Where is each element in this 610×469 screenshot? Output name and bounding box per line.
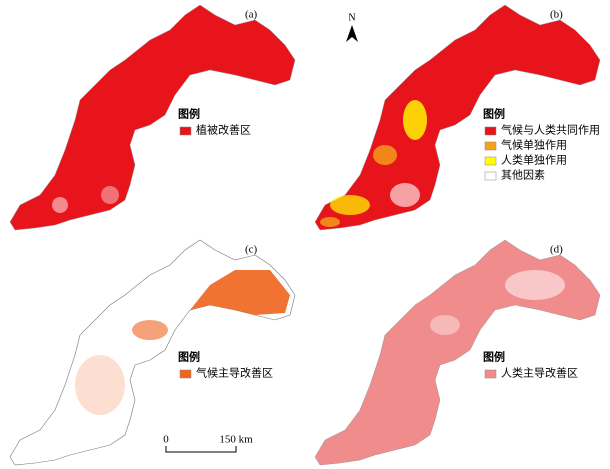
legend-label: 人类单独作用 [501, 153, 567, 167]
legend-swatch [484, 171, 497, 181]
north-label: N [348, 12, 355, 23]
north-arrow: N [346, 12, 358, 42]
legend-swatch [179, 369, 192, 379]
legend-label: 人类主导改善区 [501, 366, 578, 380]
legend-label: 植被改善区 [196, 123, 251, 137]
panel-label: (c) [245, 244, 258, 256]
legend-label: 气候单独作用 [501, 138, 567, 152]
legends: (a)图例植被改善区(b)图例气候与人类共同作用气候单独作用人类单独作用其他因素… [178, 9, 600, 380]
legend-swatch [179, 126, 192, 136]
legend-swatch [484, 156, 497, 166]
legend-title: 图例 [483, 107, 505, 121]
scale-bar: 0 150 km [163, 434, 253, 453]
panel-label: (b) [550, 9, 563, 21]
scale-end: 150 km [219, 434, 253, 446]
legend-swatch [484, 126, 497, 136]
panel-label: (d) [550, 244, 563, 256]
scale-start: 0 [163, 434, 169, 446]
panel-b-map [314, 4, 601, 231]
legend-title: 图例 [483, 350, 505, 364]
legend-label: 其他因素 [501, 169, 545, 182]
legend-swatch [484, 369, 497, 379]
legend-label: 气候与人类共同作用 [501, 123, 600, 137]
panel-c-map [9, 239, 296, 466]
panel-a-map [9, 4, 296, 231]
legend-title: 图例 [178, 107, 200, 121]
panel-d-map [314, 239, 601, 466]
legend-title: 图例 [178, 350, 200, 364]
panel-label: (a) [245, 9, 258, 21]
legend-label: 气候主导改善区 [196, 366, 273, 380]
legend-swatch [484, 141, 497, 151]
